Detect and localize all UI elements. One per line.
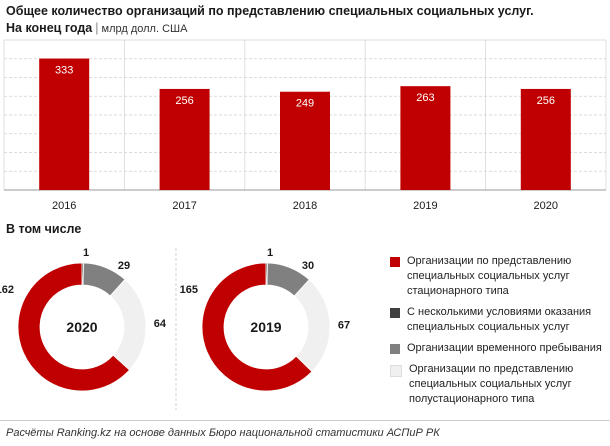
donut-value-label: 1 <box>267 247 273 259</box>
donut-slice <box>17 262 130 392</box>
donut-charts: 1 29 64 162 2020 1 30 67 165 2019 <box>0 247 350 410</box>
legend-item: Организации временного пребывания <box>390 341 605 356</box>
subtitle-period: На конец года <box>6 21 93 35</box>
legend-label: С несколькими условиями оказания специал… <box>407 306 592 333</box>
bar-2017 <box>159 88 210 190</box>
bar-value-label: 263 <box>416 92 434 104</box>
legend-swatch <box>390 365 402 377</box>
donut-slice <box>293 279 331 373</box>
x-tick-label: 2019 <box>413 200 437 212</box>
legend-item: Организации по представлению специальных… <box>390 362 605 407</box>
legend-item: Организации по представлению специальных… <box>390 254 605 299</box>
bar-value-label: 333 <box>55 65 73 77</box>
chart-subtitle: На конец года | млрд долл. США <box>6 21 187 35</box>
donut-slice <box>109 279 147 371</box>
donut-slice <box>201 262 313 392</box>
donut-value-label: 162 <box>0 284 14 296</box>
legend-label: Организации по представлению специальных… <box>407 255 572 297</box>
bar-chart: 333 2016 256 2017 249 2018 263 2019 256 2020 <box>3 39 607 212</box>
section-title: В том числе <box>6 222 82 236</box>
legend-label: Организации временного пребывания <box>407 342 602 354</box>
chart-title: Общее количество организаций по представ… <box>6 4 534 18</box>
bar-2019 <box>400 86 451 190</box>
x-tick-label: 2020 <box>534 200 558 212</box>
donut-value-label: 29 <box>118 260 130 272</box>
legend: Организации по представлению специальных… <box>390 254 605 413</box>
bar-2018 <box>280 91 330 190</box>
x-tick-label: 2017 <box>172 200 196 212</box>
donut-center-label: 2019 <box>250 319 281 335</box>
donut-value-label: 1 <box>83 247 89 259</box>
bar-2020 <box>520 88 571 190</box>
legend-swatch <box>390 257 400 267</box>
source-note: Расчёты Ranking.kz на основе данных Бюро… <box>6 427 440 439</box>
legend-swatch <box>390 344 400 354</box>
footer-divider <box>0 420 610 421</box>
legend-item: С несколькими условиями оказания специал… <box>390 305 605 335</box>
donut-value-label: 64 <box>154 318 167 330</box>
legend-swatch <box>390 308 400 318</box>
subtitle-unit: млрд долл. США <box>101 23 188 35</box>
bar-2016 <box>39 58 90 191</box>
bar-value-label: 256 <box>537 95 555 107</box>
x-tick-label: 2016 <box>52 200 76 212</box>
donut-value-label: 67 <box>338 320 350 332</box>
donut-value-label: 165 <box>180 284 198 296</box>
x-tick-label: 2018 <box>293 200 317 212</box>
legend-label: Организации по представлению специальных… <box>409 363 574 405</box>
bar-value-label: 249 <box>296 98 314 110</box>
subtitle-separator: | <box>95 21 99 35</box>
bar-value-label: 256 <box>175 95 193 107</box>
donut-center-label: 2020 <box>66 319 97 335</box>
donut-value-label: 30 <box>302 260 314 272</box>
